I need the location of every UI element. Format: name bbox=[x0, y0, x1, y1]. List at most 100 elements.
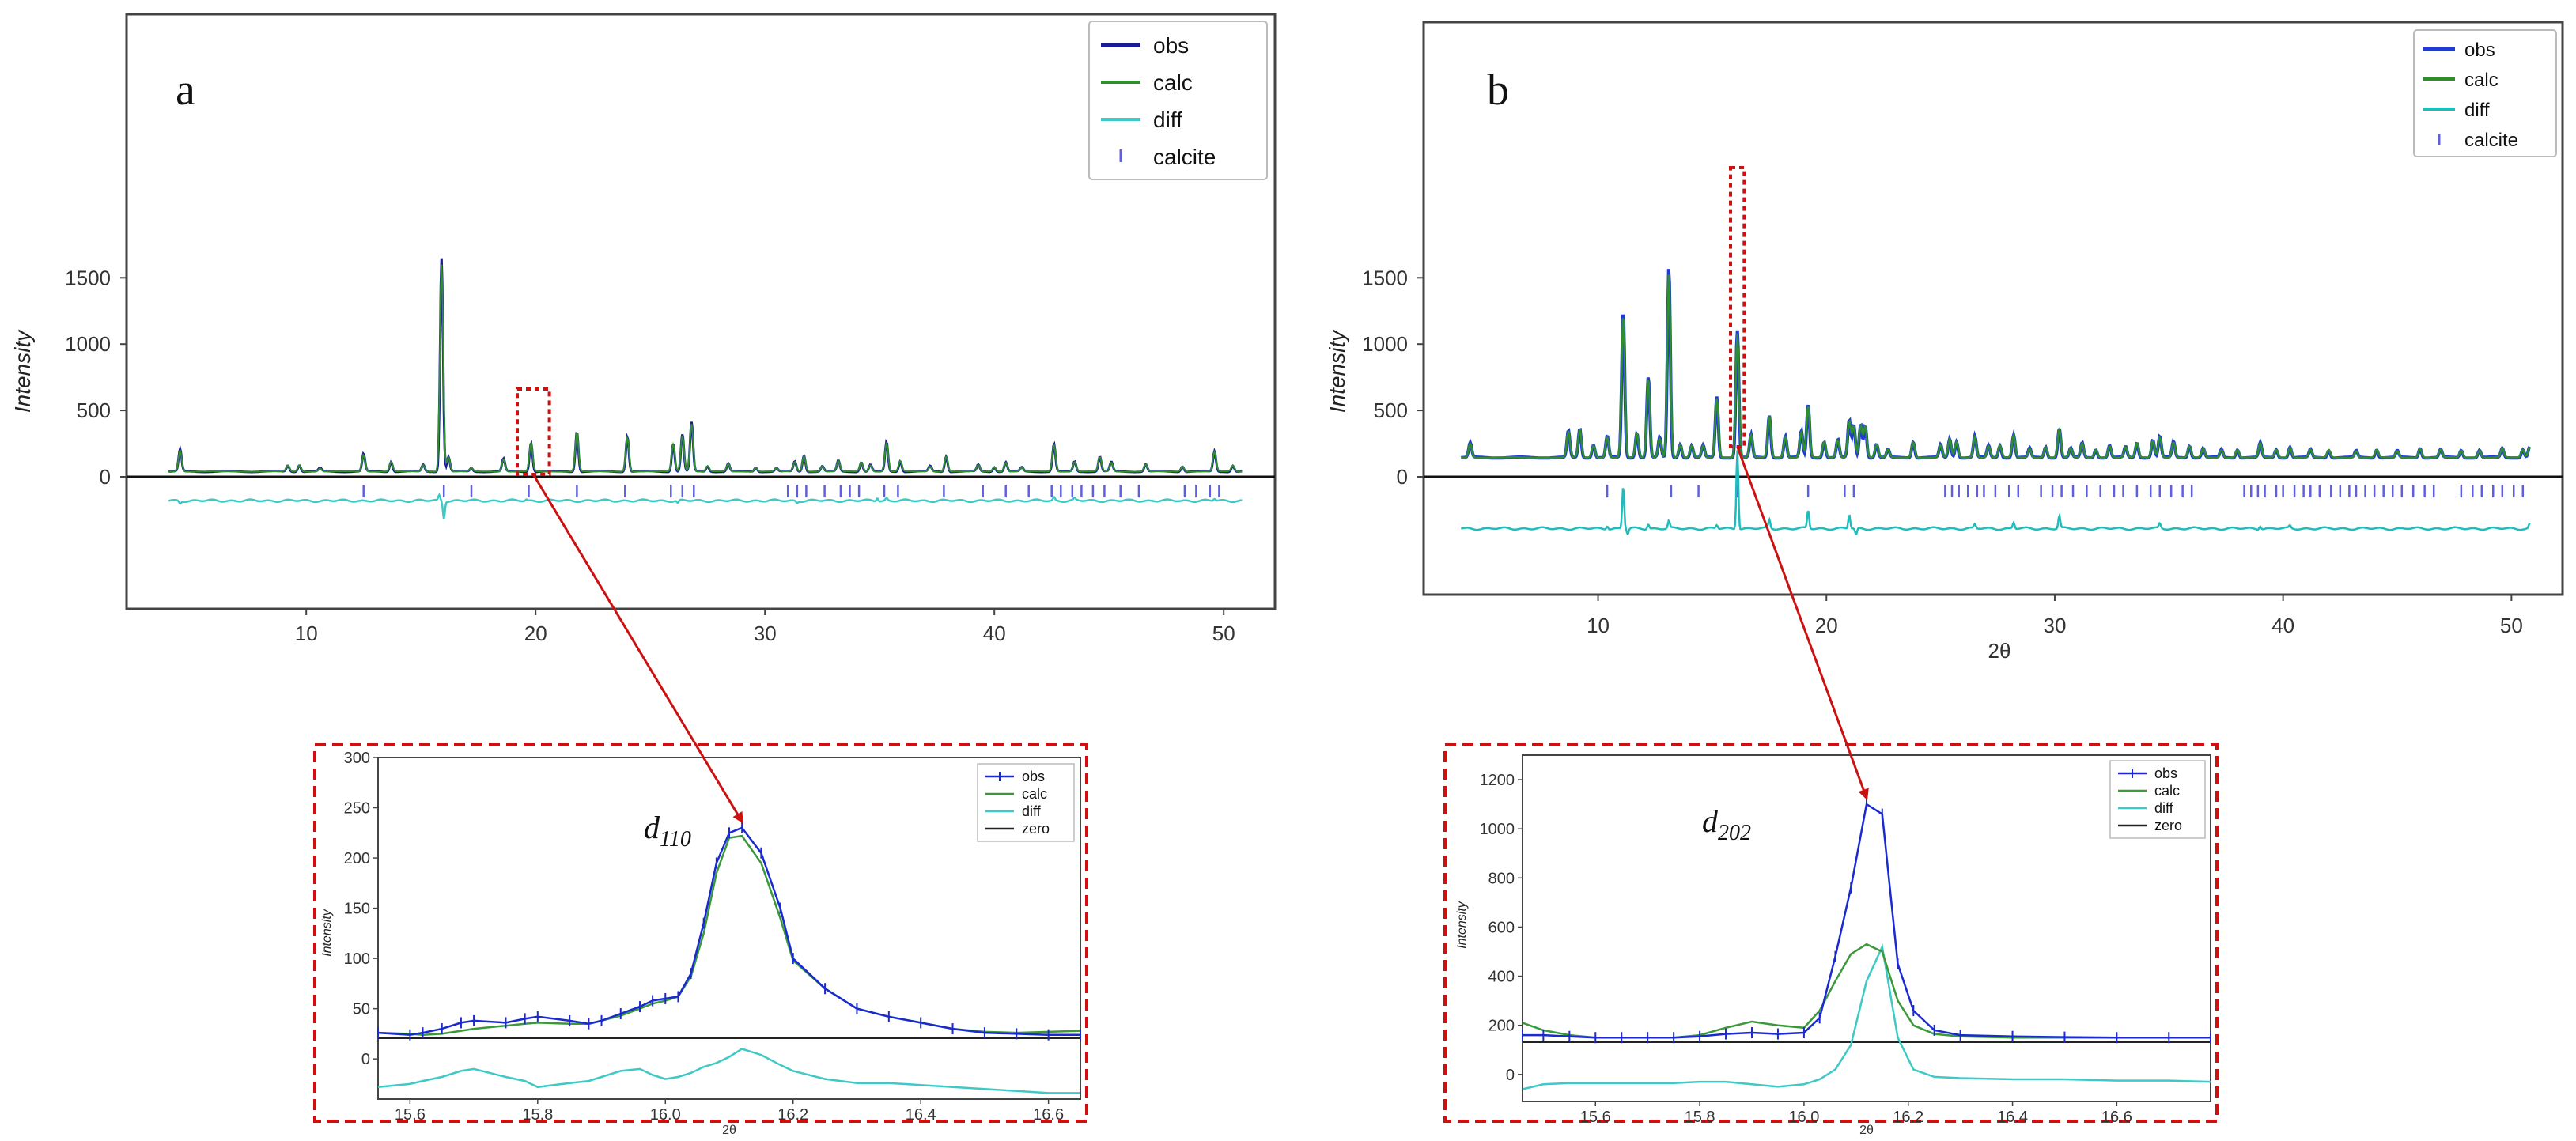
y-ticks-b: 0 500 1000 1500 bbox=[1362, 266, 1424, 489]
inset-x-tick-label: 15.8 bbox=[1685, 1109, 1715, 1126]
inset-y-tick-label: 300 bbox=[344, 750, 370, 767]
inset-obs-markers-b bbox=[1522, 799, 2211, 1044]
legend-calcite-b: calcite bbox=[2464, 130, 2518, 151]
inset-y-tick-label: 250 bbox=[344, 800, 370, 818]
x-tick-label: 50 bbox=[2500, 614, 2523, 637]
inset-x-ticks-a: 15.6 15.8 16.0 16.2 16.4 16.6 bbox=[395, 1099, 1064, 1124]
panel-label-b: b bbox=[1487, 66, 1509, 115]
inset-x-tick-label: 16.2 bbox=[777, 1106, 808, 1124]
inset-series-calc-a bbox=[377, 834, 1081, 1036]
y-tick-label: 500 bbox=[1374, 399, 1408, 422]
inset-x-tick-label: 16.6 bbox=[1033, 1106, 1064, 1124]
y-tick-label: 1500 bbox=[1362, 266, 1408, 289]
x-ticks-a: 10 20 30 40 50 bbox=[295, 609, 1235, 645]
y-tick-label: 500 bbox=[77, 399, 111, 422]
inset-y-tick-label: 0 bbox=[1506, 1067, 1515, 1084]
zoom-arrow-a bbox=[532, 474, 743, 824]
inset-legend-zero-a: zero bbox=[1022, 821, 1050, 837]
inset-y-tick-label: 50 bbox=[353, 1001, 370, 1018]
series-diff-a bbox=[168, 493, 1243, 519]
x-tick-label: 20 bbox=[1815, 614, 1838, 637]
x-tick-label: 10 bbox=[1587, 614, 1610, 637]
legend-calcite-a: calcite bbox=[1153, 145, 1216, 169]
inset-y-ticks-a: 0 50 100 150 200 250 300 bbox=[344, 750, 378, 1068]
inset-series-diff-a bbox=[377, 1048, 1080, 1094]
inset-y-tick-label: 400 bbox=[1488, 969, 1515, 986]
inset-x-tick-label: 16.0 bbox=[1788, 1109, 1819, 1126]
y-tick-label: 0 bbox=[100, 465, 111, 489]
inset-legend-obs-a: obs bbox=[1022, 769, 1045, 784]
inset-series-calc-b bbox=[1522, 943, 2211, 1039]
inset-legend-diff-b: diff bbox=[2154, 800, 2174, 816]
zoom-box-b bbox=[1728, 166, 1746, 448]
x-axis-label-b: 2θ bbox=[1988, 639, 2011, 663]
inset-y-ticks-b: 0 200 400 600 800 1000 1200 bbox=[1480, 772, 1523, 1084]
inset-x-tick-label: 15.6 bbox=[395, 1106, 426, 1124]
calcite-ticks-a bbox=[362, 485, 1220, 498]
x-tick-label: 20 bbox=[524, 622, 547, 645]
series-calc-b bbox=[1461, 274, 2531, 459]
inset-series-obs-a bbox=[377, 826, 1080, 1036]
inset-y-tick-label: 1200 bbox=[1480, 772, 1515, 789]
inset-x-tick-label: 16.2 bbox=[1893, 1109, 1923, 1126]
inset-y-tick-label: 200 bbox=[344, 850, 370, 867]
inset-series-obs-b bbox=[1523, 803, 2211, 1039]
inset-y-tick-label: 800 bbox=[1488, 870, 1515, 887]
inset-x-axis-label-a: 2θ bbox=[722, 1124, 736, 1137]
panel-label-a: a bbox=[176, 66, 195, 115]
y-axis-label-a: Intensity bbox=[10, 329, 35, 413]
inset-x-tick-label: 15.8 bbox=[522, 1106, 553, 1124]
inset-x-axis-label-b: 2θ bbox=[1859, 1124, 1874, 1137]
plot-frame-b bbox=[1422, 21, 2564, 596]
y-tick-label: 1000 bbox=[1362, 332, 1408, 356]
inset-x-tick-label: 16.4 bbox=[906, 1106, 936, 1124]
peak-label-b: d202 bbox=[1702, 803, 1751, 845]
inset-x-tick-label: 15.6 bbox=[1580, 1109, 1611, 1126]
zoom-arrow-b bbox=[1736, 446, 1869, 800]
inset-border-a bbox=[313, 743, 1088, 1123]
inset-y-tick-label: 200 bbox=[1488, 1018, 1515, 1035]
series-diff-b bbox=[1461, 450, 2531, 535]
inset-x-ticks-b: 15.6 15.8 16.0 16.2 16.4 16.6 bbox=[1580, 1101, 2132, 1126]
inset-series-diff-b bbox=[1522, 943, 2211, 1090]
legend-obs-a: obs bbox=[1153, 33, 1189, 58]
inset-y-axis-label-a: Intensity bbox=[320, 909, 334, 957]
inset-legend-diff-a: diff bbox=[1022, 803, 1042, 819]
calcite-ticks-b bbox=[1606, 485, 2525, 498]
inset-y-tick-label: 600 bbox=[1488, 919, 1515, 936]
inset-x-tick-label: 16.6 bbox=[2101, 1109, 2132, 1126]
legend-calc-a: calc bbox=[1153, 70, 1193, 95]
series-calc-a bbox=[168, 264, 1243, 473]
inset-obs-markers-a bbox=[377, 822, 1081, 1041]
inset-y-axis-label-b: Intensity bbox=[1455, 901, 1469, 949]
legend-obs-b: obs bbox=[2464, 40, 2495, 61]
inset-legend-calc-b: calc bbox=[2154, 783, 2180, 799]
x-tick-label: 40 bbox=[2271, 614, 2294, 637]
legend-diff-a: diff bbox=[1153, 108, 1182, 132]
x-tick-label: 50 bbox=[1212, 622, 1235, 645]
inset-y-tick-label: 1000 bbox=[1480, 821, 1515, 838]
legend-b: obs calc diff calcite bbox=[2413, 29, 2557, 157]
y-tick-label: 0 bbox=[1397, 465, 1408, 489]
inset-y-tick-label: 150 bbox=[344, 901, 370, 918]
inset-x-tick-label: 16.0 bbox=[650, 1106, 681, 1124]
series-obs-a bbox=[168, 258, 1243, 474]
y-axis-label-b: Intensity bbox=[1325, 329, 1349, 413]
x-tick-label: 40 bbox=[983, 622, 1006, 645]
inset-panel-b: 0 200 400 600 800 1000 1200 15.6 15.8 16.0 16.2 16… bbox=[1443, 743, 2219, 1137]
chart-panel-b: 0 500 1000 1500 10 20 30 40 50 Intensity 2θ b o… bbox=[1325, 21, 2564, 663]
y-ticks-a: 0 500 1000 1500 bbox=[65, 266, 127, 489]
legend-diff-b: diff bbox=[2464, 100, 2490, 121]
legend-a: obs calc diff calcite bbox=[1088, 21, 1268, 180]
y-tick-label: 1500 bbox=[65, 266, 111, 289]
inset-frame-a bbox=[377, 757, 1081, 1100]
inset-frame-b bbox=[1522, 754, 2211, 1102]
inset-x-tick-label: 16.4 bbox=[1997, 1109, 2028, 1126]
inset-legend-b: obs calc diff zero bbox=[2109, 760, 2206, 839]
peak-label-a: d110 bbox=[644, 810, 691, 852]
inset-legend-calc-a: calc bbox=[1022, 786, 1047, 802]
inset-legend-zero-b: zero bbox=[2154, 818, 2182, 833]
inset-y-tick-label: 100 bbox=[344, 950, 370, 968]
inset-border-b bbox=[1443, 743, 2219, 1123]
